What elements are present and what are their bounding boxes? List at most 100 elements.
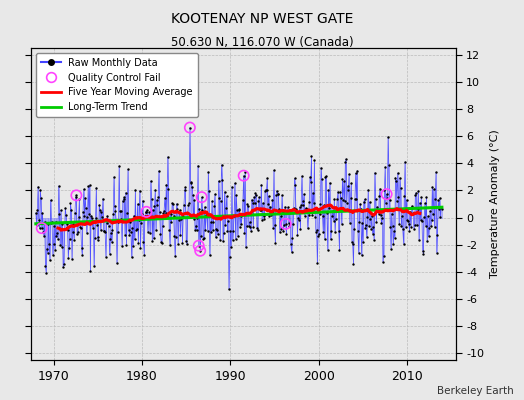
Point: [385, 162, 393, 168]
Point: [34, 184, 42, 190]
Point: [217, 162, 226, 168]
Point: [245, 219, 254, 225]
Point: [180, 187, 189, 193]
Point: [128, 224, 137, 231]
Point: [330, 196, 339, 202]
Point: [119, 196, 128, 202]
Point: [261, 186, 270, 193]
Point: [352, 170, 360, 176]
Point: [136, 187, 144, 194]
Point: [276, 229, 284, 235]
Point: [145, 214, 153, 220]
Point: [287, 241, 295, 248]
Point: [158, 240, 166, 246]
Point: [365, 223, 373, 230]
Point: [275, 206, 283, 212]
Point: [397, 223, 406, 229]
Point: [196, 232, 205, 239]
Point: [102, 254, 110, 260]
Point: [66, 236, 74, 242]
Point: [294, 215, 302, 222]
Point: [218, 177, 226, 183]
Point: [213, 227, 221, 233]
Point: [226, 228, 235, 234]
Point: [46, 257, 54, 264]
Point: [334, 188, 342, 195]
Point: [305, 198, 313, 205]
Point: [378, 215, 386, 221]
Point: [390, 228, 398, 234]
Point: [416, 217, 424, 224]
Point: [167, 211, 175, 217]
Point: [60, 226, 69, 232]
Point: [397, 185, 405, 191]
Point: [194, 242, 203, 249]
Point: [383, 194, 391, 201]
Point: [83, 214, 92, 220]
Point: [299, 202, 307, 209]
Point: [287, 249, 296, 255]
Point: [364, 187, 373, 193]
Point: [355, 218, 364, 225]
Point: [114, 229, 122, 235]
Point: [134, 240, 143, 246]
Point: [129, 242, 137, 249]
Point: [384, 134, 392, 140]
Point: [370, 170, 379, 176]
Point: [239, 197, 247, 203]
Point: [33, 207, 41, 213]
Point: [328, 212, 336, 219]
Point: [127, 228, 135, 235]
Point: [435, 206, 443, 212]
Point: [231, 180, 239, 186]
Point: [279, 209, 287, 215]
Point: [341, 159, 350, 165]
Point: [172, 234, 180, 241]
Point: [193, 215, 201, 222]
Point: [278, 192, 286, 198]
Point: [398, 213, 406, 220]
Point: [162, 181, 170, 188]
Point: [62, 220, 71, 227]
Point: [167, 219, 176, 225]
Point: [57, 207, 65, 213]
Point: [251, 190, 259, 196]
Point: [227, 244, 235, 250]
Point: [78, 252, 86, 259]
Point: [229, 228, 237, 234]
Point: [69, 221, 77, 228]
Point: [405, 221, 413, 227]
Point: [285, 220, 293, 226]
Point: [385, 197, 394, 204]
Point: [154, 194, 162, 200]
Point: [227, 184, 236, 190]
Point: [225, 254, 234, 260]
Point: [247, 228, 255, 234]
Point: [151, 187, 159, 193]
Point: [49, 252, 57, 258]
Point: [379, 259, 387, 266]
Point: [267, 212, 275, 218]
Point: [343, 200, 351, 206]
Point: [263, 175, 271, 182]
Point: [120, 194, 128, 200]
Point: [424, 233, 433, 239]
Point: [374, 211, 383, 217]
Point: [254, 198, 263, 205]
Point: [78, 245, 86, 252]
Point: [179, 213, 188, 219]
Point: [432, 250, 441, 256]
Point: [63, 226, 72, 233]
Point: [71, 194, 80, 200]
Point: [107, 230, 115, 236]
Point: [277, 226, 286, 232]
Point: [142, 209, 150, 215]
Point: [408, 205, 417, 211]
Y-axis label: Temperature Anomaly (°C): Temperature Anomaly (°C): [490, 130, 500, 278]
Point: [152, 197, 161, 203]
Point: [256, 207, 264, 214]
Point: [220, 230, 228, 236]
Point: [361, 224, 369, 231]
Point: [370, 237, 378, 243]
Point: [174, 240, 182, 247]
